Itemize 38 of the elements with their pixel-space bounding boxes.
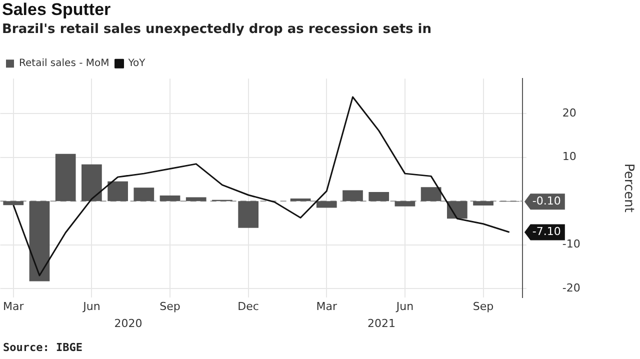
bar — [108, 181, 128, 202]
y-tick-label: -20 — [562, 282, 580, 295]
bar — [342, 190, 363, 202]
bar — [316, 201, 337, 208]
legend-label: Retail sales - MoM — [19, 58, 110, 70]
bar — [420, 187, 442, 202]
bar — [55, 154, 76, 202]
bar — [238, 201, 259, 228]
y-tick-label: 10 — [562, 150, 576, 164]
bar — [473, 201, 494, 206]
source-note: Source: IBGE — [3, 341, 82, 354]
bar — [160, 195, 180, 202]
x-tick-label: Mar — [316, 300, 338, 313]
bar — [134, 188, 154, 202]
bar — [186, 197, 206, 202]
y-tick-label: 20 — [562, 106, 576, 120]
chart-subtitle: Brazil's retail sales unexpectedly drop as recession sets in — [2, 22, 432, 37]
y-tick-label: -10 — [562, 238, 580, 251]
x-tick-label: Mar — [2, 300, 24, 313]
bar — [446, 201, 468, 219]
x-tick-label: Jun — [82, 300, 100, 313]
legend-label: YoY — [127, 58, 146, 70]
bar — [3, 201, 24, 206]
x-tick-label: Dec — [238, 300, 259, 313]
bar — [290, 198, 311, 202]
x-tick-label: Sep — [160, 300, 180, 313]
bar — [82, 164, 102, 202]
x-tick-label: Jun — [395, 300, 414, 313]
text: 2020 — [114, 316, 142, 330]
text: -0.10 — [532, 194, 561, 208]
bar — [394, 201, 416, 206]
bar — [368, 192, 390, 202]
x-tick-label: Sep — [472, 300, 494, 313]
chart-title: Sales Sputter — [2, 0, 111, 20]
text: 2021 — [367, 316, 396, 330]
bar — [29, 201, 50, 282]
y-axis-title: Percent — [620, 164, 636, 212]
text: -7.10 — [532, 225, 561, 238]
